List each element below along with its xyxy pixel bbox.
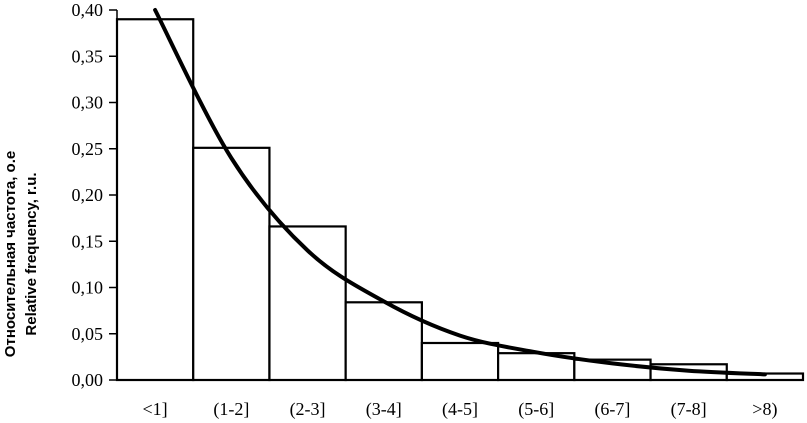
x-category-label: (6-7] xyxy=(594,399,630,420)
fitted-curve-layer xyxy=(153,8,767,377)
bar-2 xyxy=(192,146,271,382)
x-category-label: >8) xyxy=(752,399,777,420)
x-axis-labels: <1] (1-2] (2-3] (3-4] (4-5] (5-6] (6-7] (7-8] >8… xyxy=(143,399,778,420)
y-tick-label: 0,20 xyxy=(72,185,104,205)
y-axis-title: Относительная частота, о.е Relative freq… xyxy=(2,151,40,357)
x-category-label: (2-3] xyxy=(290,399,326,420)
bars xyxy=(115,18,805,382)
y-tick-label: 0,35 xyxy=(72,46,104,66)
bar-5 xyxy=(420,341,500,382)
x-category-label: <1] xyxy=(143,399,168,419)
bar-1 xyxy=(115,18,195,382)
y-axis-title-ru: Относительная частота, о.е xyxy=(2,151,19,357)
y-tick-label: 0,15 xyxy=(72,231,104,251)
axes xyxy=(116,10,803,381)
x-category-label: (4-5] xyxy=(442,399,478,420)
y-axis-title-en: Relative frequency, r.u. xyxy=(23,172,40,335)
x-category-label: (3-4] xyxy=(366,399,402,420)
y-tick-label: 0,30 xyxy=(72,93,104,113)
y-tick-label: 0,10 xyxy=(72,278,104,298)
x-category-label: (7-8] xyxy=(671,399,707,420)
x-category-label: (1-2] xyxy=(213,399,249,420)
x-category-label: (5-6] xyxy=(518,399,554,420)
y-tick-label: 0,05 xyxy=(72,324,104,344)
y-tick-label: 0,00 xyxy=(72,370,104,390)
fitted-curve-line xyxy=(153,8,767,377)
y-tick-label: 0,25 xyxy=(72,139,104,159)
y-tick-label: 0,40 xyxy=(72,0,104,20)
y-axis-ticks: 0,00 0,05 0,10 0,15 0,20 0,25 0,30 0,35 0,40 xyxy=(72,0,117,390)
